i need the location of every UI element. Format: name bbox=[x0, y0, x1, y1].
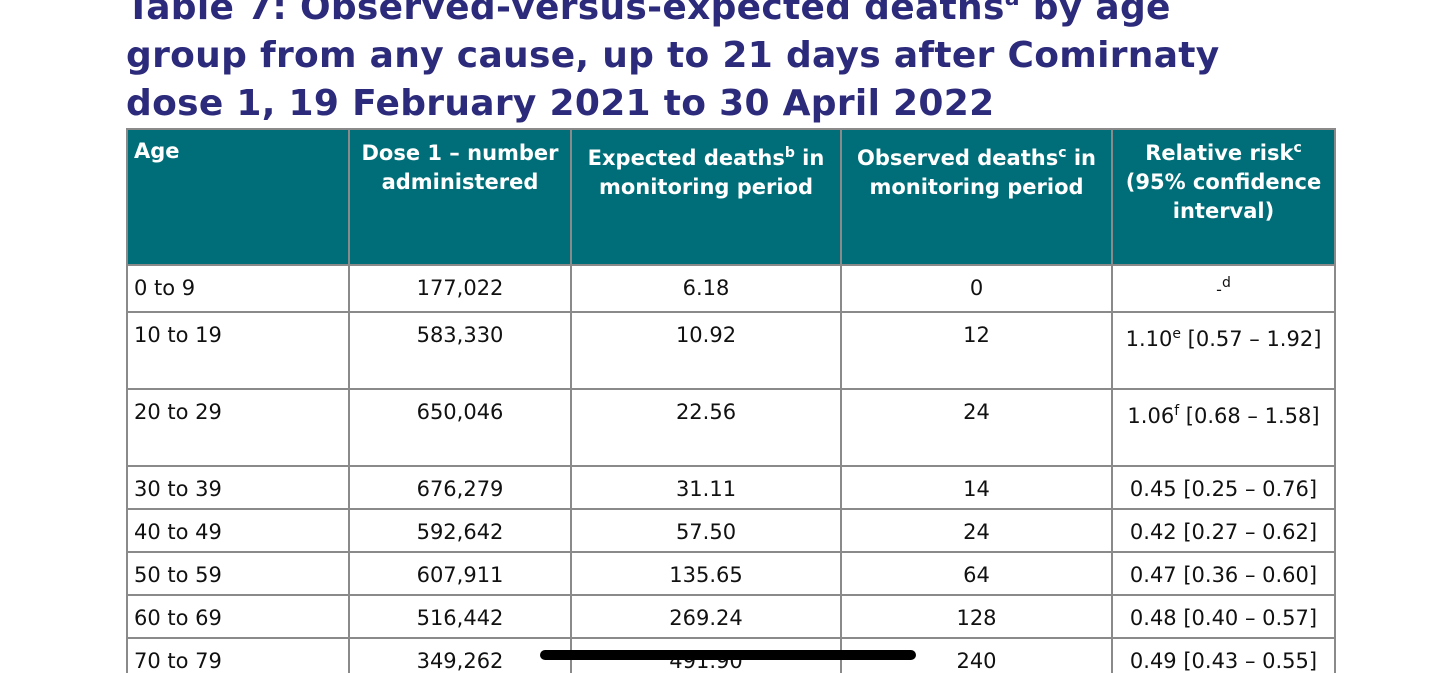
cell-relative-risk: 0.42 [0.27 – 0.62] bbox=[1111, 508, 1336, 553]
table-row: 40 to 49 592,642 57.50 24 0.42 [0.27 – 0… bbox=[126, 508, 1336, 553]
rr-interval: [0.68 – 1.58] bbox=[1179, 404, 1320, 428]
header-expected: Expected deathsb in monitoring period bbox=[570, 128, 842, 266]
cell-age: 10 to 19 bbox=[126, 311, 350, 390]
rr-value: 1.06 bbox=[1127, 404, 1175, 428]
cell-expected: 6.18 bbox=[570, 264, 842, 313]
cell-observed: 0 bbox=[840, 264, 1113, 313]
cell-dose: 177,022 bbox=[348, 264, 572, 313]
cell-expected: 22.56 bbox=[570, 388, 842, 467]
rr-interval: [0.57 – 1.92] bbox=[1180, 327, 1322, 351]
rr-value: - bbox=[1216, 280, 1222, 299]
cell-dose: 592,642 bbox=[348, 508, 572, 553]
cell-expected: 269.24 bbox=[570, 594, 842, 639]
header-observed-footnote: c bbox=[1058, 145, 1067, 161]
table-row: 60 to 69 516,442 269.24 128 0.48 [0.40 –… bbox=[126, 594, 1336, 639]
cell-age: 70 to 79 bbox=[126, 637, 350, 673]
table-row: 10 to 19 583,330 10.92 12 1.10e [0.57 – … bbox=[126, 311, 1336, 390]
cell-relative-risk: -d bbox=[1111, 264, 1336, 313]
table-row: 30 to 39 676,279 31.11 14 0.45 [0.25 – 0… bbox=[126, 465, 1336, 510]
header-observed-tail: in monitoring period bbox=[869, 146, 1096, 199]
header-relative-risk: Relative riskc (95% confidence interval) bbox=[1111, 128, 1336, 266]
table-title: Table 7: Observed-versus-expected deaths… bbox=[126, 0, 1376, 128]
cell-observed: 12 bbox=[840, 311, 1113, 390]
header-expected-label: Expected deaths bbox=[587, 146, 785, 170]
header-observed: Observed deathsc in monitoring period bbox=[840, 128, 1113, 266]
cell-expected: 10.92 bbox=[570, 311, 842, 390]
title-line1-a: Table 7: Observed-versus-expected deaths bbox=[126, 0, 1005, 28]
title-line2: group from any cause, up to 21 days afte… bbox=[126, 35, 1220, 76]
header-rr-tail: (95% confidence interval) bbox=[1125, 170, 1322, 223]
home-indicator[interactable] bbox=[540, 650, 916, 660]
cell-dose: 516,442 bbox=[348, 594, 572, 639]
header-expected-footnote: b bbox=[784, 145, 795, 161]
cell-age: 0 to 9 bbox=[126, 264, 350, 313]
cell-observed: 24 bbox=[840, 508, 1113, 553]
cell-expected: 31.11 bbox=[570, 465, 842, 510]
cell-relative-risk: 1.06f [0.68 – 1.58] bbox=[1111, 388, 1336, 467]
title-line1-b: by age bbox=[1019, 0, 1171, 28]
title-footnote-a: a bbox=[1005, 0, 1020, 11]
cell-age: 40 to 49 bbox=[126, 508, 350, 553]
cell-dose: 676,279 bbox=[348, 465, 572, 510]
cell-dose: 349,262 bbox=[348, 637, 572, 673]
rr-footnote: e bbox=[1172, 326, 1181, 342]
cell-observed: 128 bbox=[840, 594, 1113, 639]
header-dose: Dose 1 – number administered bbox=[348, 128, 572, 266]
cell-relative-risk: 0.45 [0.25 – 0.76] bbox=[1111, 465, 1336, 510]
cell-relative-risk: 0.47 [0.36 – 0.60] bbox=[1111, 551, 1336, 596]
cell-expected: 135.65 bbox=[570, 551, 842, 596]
cell-observed: 24 bbox=[840, 388, 1113, 467]
cell-dose: 583,330 bbox=[348, 311, 572, 390]
table-row: 20 to 29 650,046 22.56 24 1.06f [0.68 – … bbox=[126, 388, 1336, 467]
cell-observed: 64 bbox=[840, 551, 1113, 596]
header-dose-label: Dose 1 – number administered bbox=[361, 141, 559, 194]
cell-relative-risk: 0.48 [0.40 – 0.57] bbox=[1111, 594, 1336, 639]
cell-age: 50 to 59 bbox=[126, 551, 350, 596]
cell-expected: 57.50 bbox=[570, 508, 842, 553]
cell-dose: 650,046 bbox=[348, 388, 572, 467]
title-line3: dose 1, 19 February 2021 to 30 April 202… bbox=[126, 83, 995, 124]
deaths-table: Age Dose 1 – number administered Expecte… bbox=[126, 128, 1336, 673]
table-header-row: Age Dose 1 – number administered Expecte… bbox=[126, 128, 1336, 266]
table-row: 50 to 59 607,911 135.65 64 0.47 [0.36 – … bbox=[126, 551, 1336, 596]
cell-dose: 607,911 bbox=[348, 551, 572, 596]
cell-age: 60 to 69 bbox=[126, 594, 350, 639]
cell-age: 30 to 39 bbox=[126, 465, 350, 510]
header-expected-tail: in monitoring period bbox=[598, 146, 825, 199]
table-row: 70 to 79 349,262 491.90 240 0.49 [0.43 –… bbox=[126, 637, 1336, 673]
header-age: Age bbox=[126, 128, 350, 266]
rr-value: 1.10 bbox=[1125, 327, 1173, 351]
rr-footnote: f bbox=[1174, 403, 1180, 419]
cell-relative-risk: 0.49 [0.43 – 0.55] bbox=[1111, 637, 1336, 673]
header-rr-label: Relative risk bbox=[1145, 141, 1294, 165]
header-rr-footnote: c bbox=[1293, 140, 1302, 156]
table-row: 0 to 9 177,022 6.18 0 -d bbox=[126, 264, 1336, 313]
header-observed-label: Observed deaths bbox=[857, 146, 1059, 170]
cell-relative-risk: 1.10e [0.57 – 1.92] bbox=[1111, 311, 1336, 390]
cell-age: 20 to 29 bbox=[126, 388, 350, 467]
rr-footnote: d bbox=[1221, 275, 1231, 291]
cell-observed: 14 bbox=[840, 465, 1113, 510]
